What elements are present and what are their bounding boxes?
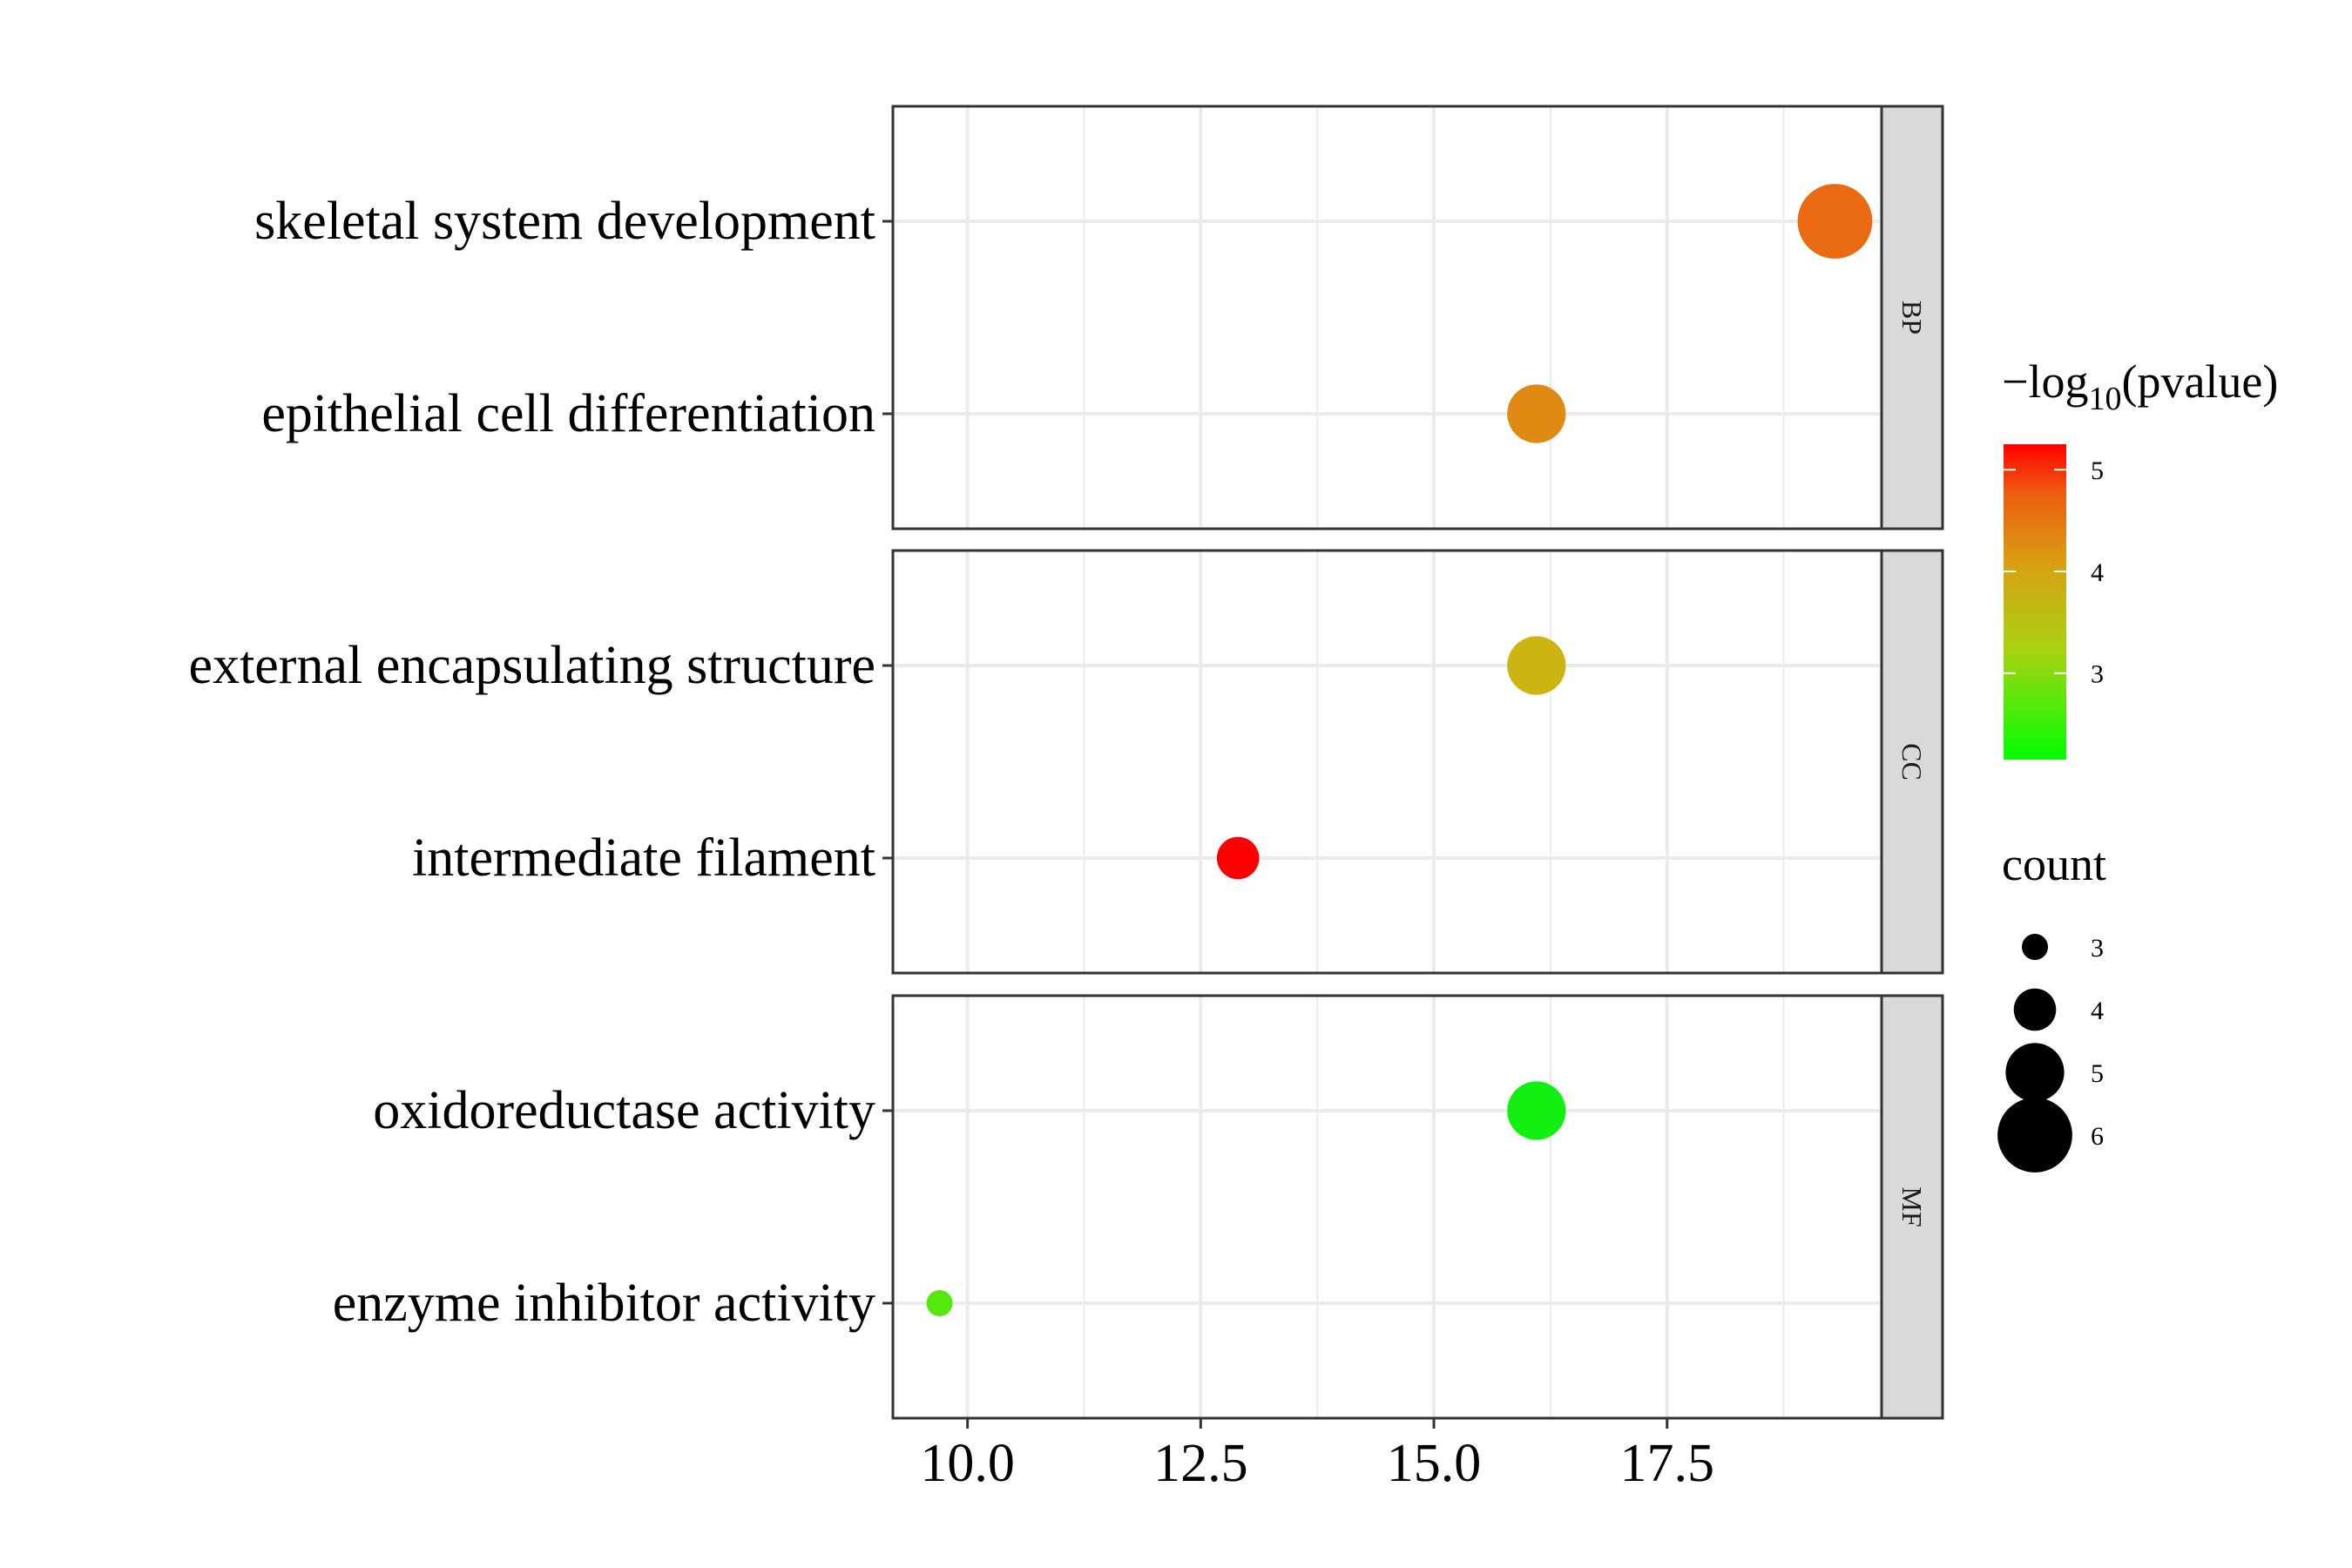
facet-strip [1880, 994, 1944, 1420]
colorbar-tick-label: 4 [2091, 558, 2104, 587]
size-legend-label: 5 [2091, 1059, 2104, 1088]
panel-background [893, 551, 1882, 973]
size-legend-key [2022, 934, 2048, 960]
colorbar-tick-label: 3 [2091, 660, 2104, 689]
size-legend-key [2013, 988, 2057, 1031]
size-legend-label: 4 [2091, 997, 2104, 1025]
facet-panels: skeletal system development epithelial ce… [189, 105, 1944, 1420]
color-legend-title-main: −log [2002, 355, 2088, 408]
size-legend-key [2005, 1043, 2065, 1102]
color-legend-title-sub: 10 [2088, 381, 2121, 417]
legend: −log10(pvalue) 3 4 5 count 3 4 5 6 [1997, 355, 2278, 1173]
color-legend-title-end: (pvalue) [2121, 355, 2278, 408]
data-point [926, 1290, 953, 1316]
facet-strip-label: BP [1896, 301, 1928, 335]
colorbar-tick-label: 5 [2091, 456, 2104, 485]
colorbar [2004, 444, 2066, 760]
y-tick-label: intermediate filament [412, 828, 875, 888]
x-axis: 10.0 12.5 15.0 17.5 [920, 1418, 1714, 1493]
facet-strip [1880, 105, 1944, 531]
size-legend-label: 3 [2091, 934, 2104, 963]
size-legend-title: count [2002, 838, 2106, 890]
size-legend-key [1997, 1098, 2072, 1173]
facet-panel-bp: skeletal system development epithelial ce… [254, 105, 1944, 531]
panel-background [893, 106, 1882, 529]
facet-panel-mf: oxidoreductase activity enzyme inhibitor … [333, 994, 1944, 1420]
data-point [1507, 384, 1566, 443]
panel-background [893, 996, 1882, 1418]
x-tick-label: 12.5 [1153, 1434, 1248, 1493]
data-point [1216, 836, 1260, 880]
y-tick-label: oxidoreductase activity [373, 1081, 875, 1140]
x-tick-label: 15.0 [1387, 1434, 1482, 1493]
facet-strip-label: MF [1896, 1186, 1928, 1227]
color-legend-title: −log10(pvalue) [2002, 355, 2278, 417]
facet-strip-label: CC [1896, 743, 1928, 781]
facet-panel-cc: external encapsulating structure intermed… [189, 549, 1944, 975]
data-point [1507, 1081, 1566, 1140]
y-tick-label: external encapsulating structure [189, 636, 875, 695]
y-tick-label: enzyme inhibitor activity [333, 1274, 875, 1333]
data-point [1507, 636, 1566, 695]
data-point [1797, 184, 1873, 259]
y-tick-label: skeletal system development [254, 192, 875, 251]
x-tick-label: 17.5 [1619, 1434, 1714, 1493]
facet-strip [1880, 549, 1944, 975]
y-tick-label: epithelial cell differentiation [261, 384, 875, 443]
size-legend-label: 6 [2091, 1122, 2104, 1151]
x-tick-label: 10.0 [920, 1434, 1015, 1493]
